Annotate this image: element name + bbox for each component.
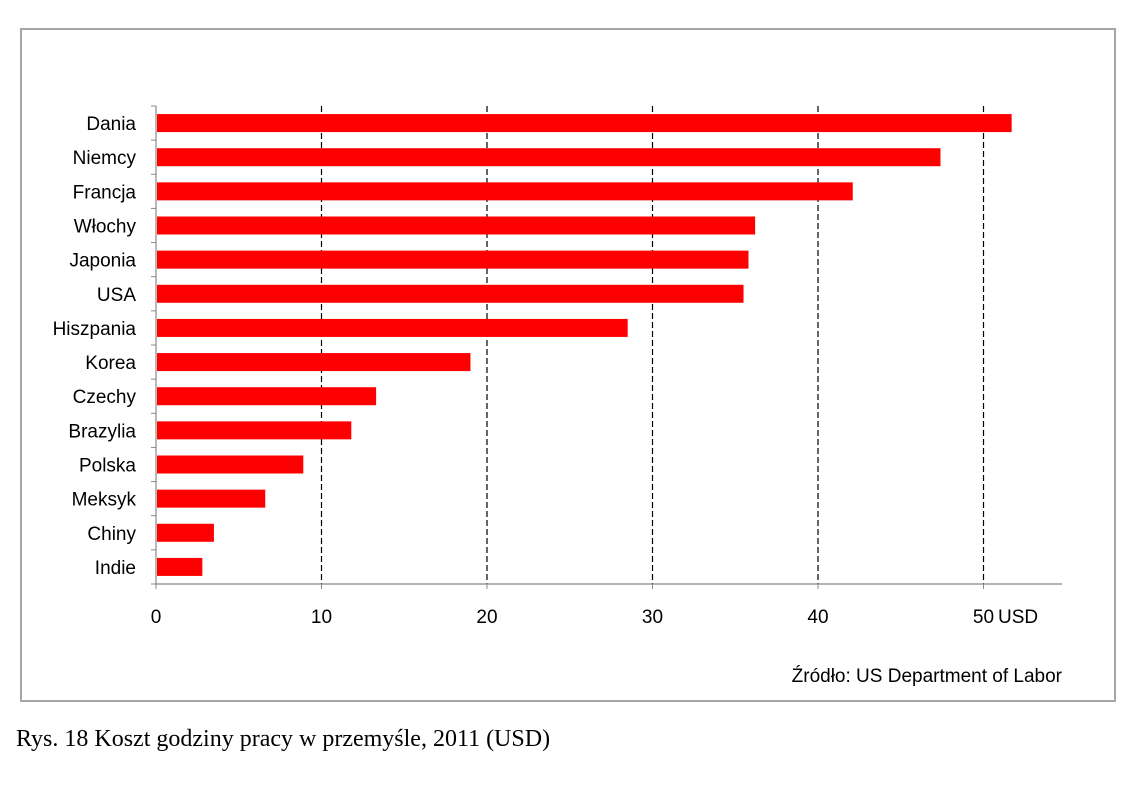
category-label-Włochy: Włochy xyxy=(74,217,137,238)
bar-Chiny xyxy=(157,523,214,542)
bar-Hiszpania xyxy=(157,318,628,337)
category-label-Hiszpania: Hiszpania xyxy=(53,319,137,340)
category-label-Korea: Korea xyxy=(85,353,136,374)
category-label-Chiny: Chiny xyxy=(87,524,136,545)
x-tick-label-30: 30 xyxy=(642,607,663,628)
category-label-Indie: Indie xyxy=(95,558,136,579)
label-layer: 0 10 20 30 40 50 Dania Niemcy Francja Włochy Japon… xyxy=(53,114,995,628)
x-tick-label-50: 50 xyxy=(973,607,994,628)
category-label-Polska: Polska xyxy=(79,456,136,477)
bar-Brazylia xyxy=(157,421,352,440)
category-label-Niemcy: Niemcy xyxy=(73,148,137,169)
x-tick-label-10: 10 xyxy=(311,607,332,628)
x-tick-label-0: 0 xyxy=(151,607,162,628)
category-label-Czechy: Czechy xyxy=(73,387,137,408)
bar-Włochy xyxy=(157,216,756,235)
source-note: Źródło: US Department of Labor xyxy=(792,666,1063,687)
category-label-Japonia: Japonia xyxy=(69,251,136,272)
x-tick-label-40: 40 xyxy=(807,607,828,628)
bar-Japonia xyxy=(157,250,749,269)
bar-Polska xyxy=(157,455,304,474)
bar-Korea xyxy=(157,353,471,372)
bar-chart: 0 10 20 30 40 50 Dania Niemcy Francja Włochy Japon… xyxy=(53,105,1063,687)
axis-layer xyxy=(151,105,1062,589)
chart-frame: 0 10 20 30 40 50 Dania Niemcy Francja Włochy Japon… xyxy=(20,28,1116,702)
bar-Dania xyxy=(157,114,1012,133)
bar-USA xyxy=(157,284,744,303)
x-axis-unit-label: USD xyxy=(998,607,1038,628)
category-label-Meksyk: Meksyk xyxy=(72,490,137,511)
bar-Meksyk xyxy=(157,489,266,508)
figure-caption: Rys. 18 Koszt godziny pracy w przemyśle,… xyxy=(16,726,551,752)
x-tick-label-20: 20 xyxy=(476,607,497,628)
category-label-USA: USA xyxy=(97,285,136,306)
bar-Niemcy xyxy=(157,148,941,167)
category-label-Dania: Dania xyxy=(86,114,136,135)
category-label-Francja: Francja xyxy=(73,182,137,203)
category-label-Brazylia: Brazylia xyxy=(68,421,136,442)
bar-layer xyxy=(157,114,1012,576)
bar-Indie xyxy=(157,557,203,576)
grid-layer xyxy=(320,106,985,584)
bar-Francja xyxy=(157,182,853,201)
bar-Czechy xyxy=(157,387,377,406)
